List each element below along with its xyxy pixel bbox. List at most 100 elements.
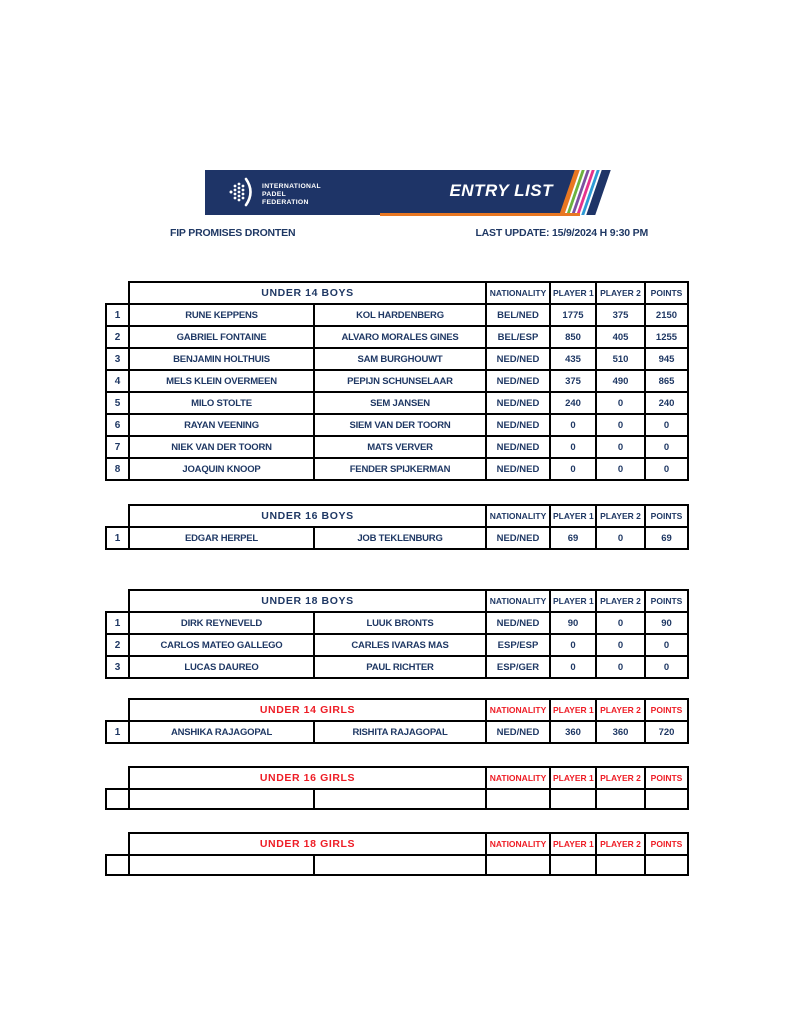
player2-points: 360 [595,720,646,744]
nationality: NED/NED [485,611,551,635]
column-header-player2: PLAYER 2 [595,281,646,305]
nationality [485,788,551,810]
player1-name: NIEK VAN DER TOORN [128,435,315,459]
entry-table-under-18-boys: UNDER 18 BOYS NATIONALITY PLAYER 1 PLAYER 2… [105,589,689,679]
player2-name: PEPIJN SCHUNSELAAR [313,369,487,393]
table-header-row: UNDER 16 GIRLS NATIONALITY PLAYER 1 PLAYER … [106,766,689,790]
total-points: 0 [644,655,689,679]
total-points: 865 [644,369,689,393]
player2-name: MATS VERVER [313,435,487,459]
rank-number: 3 [105,347,130,371]
column-header-player2: PLAYER 2 [595,832,646,856]
player1-name: BENJAMIN HOLTHUIS [128,347,315,371]
player1-points: 375 [549,369,597,393]
nationality: NED/NED [485,720,551,744]
player1-points: 0 [549,633,597,657]
nationality: BEL/NED [485,303,551,327]
player1-name: RUNE KEPPENS [128,303,315,327]
player1-points: 69 [549,526,597,550]
column-header-nationality: NATIONALITY [485,504,551,528]
player2-name [313,788,487,810]
rank-number: 5 [105,391,130,415]
player1-points: 360 [549,720,597,744]
entry-row: 8 JOAQUIN KNOOP FENDER SPIJKERMAN NED/NED 0 0… [105,457,689,481]
total-points: 720 [644,720,689,744]
nationality: NED/NED [485,457,551,481]
entry-row: 5 MILO STOLTE SEM JANSEN NED/NED 240 0 240 [105,391,689,415]
total-points: 0 [644,457,689,481]
table-header-row: UNDER 16 BOYS NATIONALITY PLAYER 1 PLAYER 2… [106,504,689,528]
rank-number: 2 [105,633,130,657]
player1-name: RAYAN VEENING [128,413,315,437]
tables-container: UNDER 14 BOYS NATIONALITY PLAYER 1 PLAYER 2… [105,281,689,876]
header-spacer-cell [106,699,129,721]
entry-table-under-16-boys: UNDER 16 BOYS NATIONALITY PLAYER 1 PLAYER 2… [105,504,689,550]
player1-name: EDGAR HERPEL [128,526,315,550]
column-header-points: POINTS [644,698,689,722]
player1-name [128,788,315,810]
column-header-player1: PLAYER 1 [549,832,597,856]
entry-row: 2 CARLOS MATEO GALLEGO CARLES IVARAS MAS ES… [105,633,689,657]
table-header-row: UNDER 18 GIRLS NATIONALITY PLAYER 1 PLAYER … [106,832,689,856]
player2-points: 0 [595,435,646,459]
column-header-points: POINTS [644,832,689,856]
entry-table-under-14-boys: UNDER 14 BOYS NATIONALITY PLAYER 1 PLAYER 2… [105,281,689,481]
banner-accent-line [380,213,580,216]
entry-table-under-16-girls: UNDER 16 GIRLS NATIONALITY PLAYER 1 PLAYER … [105,766,689,810]
player2-points [595,788,646,810]
player1-points: 435 [549,347,597,371]
header-spacer-cell [106,833,129,855]
entry-row [105,788,689,810]
column-header-player1: PLAYER 1 [549,504,597,528]
rank-number: 2 [105,325,130,349]
column-header-player1: PLAYER 1 [549,589,597,613]
total-points: 240 [644,391,689,415]
rank-number: 4 [105,369,130,393]
total-points [644,788,689,810]
player2-points: 510 [595,347,646,371]
nationality: ESP/ESP [485,633,551,657]
player2-points: 0 [595,413,646,437]
column-header-player2: PLAYER 2 [595,589,646,613]
entry-row: 1 RUNE KEPPENS KOL HARDENBERG BEL/NED 1775 37… [105,303,689,327]
column-header-player2: PLAYER 2 [595,698,646,722]
column-header-nationality: NATIONALITY [485,698,551,722]
player1-points [549,788,597,810]
rank-number: 7 [105,435,130,459]
entry-row: 7 NIEK VAN DER TOORN MATS VERVER NED/NED 0 0 0 [105,435,689,459]
player2-points: 0 [595,526,646,550]
column-header-nationality: NATIONALITY [485,281,551,305]
nationality: NED/NED [485,413,551,437]
rank-number: 1 [105,611,130,635]
column-header-points: POINTS [644,504,689,528]
entry-table-under-18-girls: UNDER 18 GIRLS NATIONALITY PLAYER 1 PLAYER … [105,832,689,876]
last-update-timestamp: LAST UPDATE: 15/9/2024 H 9:30 PM [475,227,648,239]
nationality: NED/NED [485,526,551,550]
logo-wordmark: INTERNATIONAL PADEL FEDERATION [262,183,321,206]
rank-number: 8 [105,457,130,481]
category-title: UNDER 18 BOYS [128,589,487,613]
header-spacer-cell [106,590,129,612]
entry-row: 6 RAYAN VEENING SIEM VAN DER TOORN NED/NED 0… [105,413,689,437]
player2-name: LUUK BRONTS [313,611,487,635]
column-header-player1: PLAYER 1 [549,281,597,305]
entry-table-under-14-girls: UNDER 14 GIRLS NATIONALITY PLAYER 1 PLAYER … [105,698,689,744]
player2-name: RISHITA RAJAGOPAL [313,720,487,744]
category-title: UNDER 14 BOYS [128,281,487,305]
rank-number: 6 [105,413,130,437]
player1-points: 1775 [549,303,597,327]
header-spacer-cell [106,505,129,527]
player1-points: 850 [549,325,597,349]
player1-points: 90 [549,611,597,635]
entry-row: 4 MELS KLEIN OVERMEEN PEPIJN SCHUNSELAAR NE… [105,369,689,393]
player2-name: FENDER SPIJKERMAN [313,457,487,481]
nationality: NED/NED [485,369,551,393]
player2-name: SAM BURGHOUWT [313,347,487,371]
table-header-row: UNDER 14 BOYS NATIONALITY PLAYER 1 PLAYER 2… [106,281,689,305]
player2-name: CARLES IVARAS MAS [313,633,487,657]
entry-row: 1 DIRK REYNEVELD LUUK BRONTS NED/NED 90 0 90 [105,611,689,635]
category-title: UNDER 14 GIRLS [128,698,487,722]
category-title: UNDER 16 BOYS [128,504,487,528]
player1-name: MELS KLEIN OVERMEEN [128,369,315,393]
column-header-player2: PLAYER 2 [595,504,646,528]
